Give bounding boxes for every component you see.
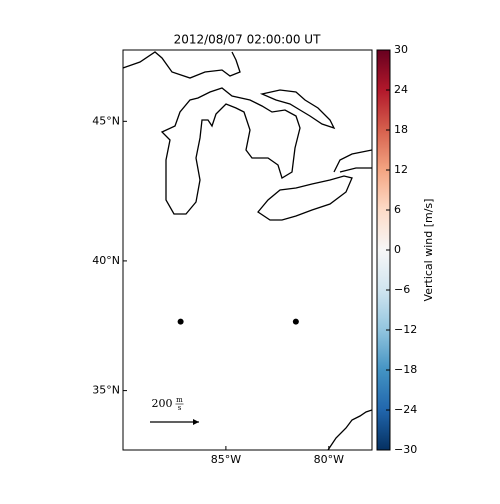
x-tick-label: 80°W xyxy=(314,453,344,466)
colorbar-tick-label: −30 xyxy=(394,443,417,456)
colorbar-tick-label: −6 xyxy=(394,283,410,296)
x-tick-label: 85°W xyxy=(211,453,241,466)
colorbar-tick-label: 12 xyxy=(394,163,408,176)
colorbar-tick-label: −18 xyxy=(394,363,417,376)
coastline xyxy=(123,51,241,79)
coastline xyxy=(333,149,372,173)
chart-title: 2012/08/07 02:00:00 UT xyxy=(174,33,321,47)
vector-key-value: 200 xyxy=(152,397,173,410)
coastline xyxy=(259,89,336,130)
coastline xyxy=(327,409,372,450)
colorbar-tick-label: −24 xyxy=(394,403,417,416)
colorbar-tick-label: −12 xyxy=(394,323,417,336)
vector-key-den: s xyxy=(178,404,182,412)
y-tick-label: 35°N xyxy=(92,384,120,397)
colorbar-label: Vertical wind [m/s] xyxy=(422,199,435,302)
colorbar-tick-label: 0 xyxy=(394,243,401,256)
colorbar-tick-label: 6 xyxy=(394,203,401,216)
colorbar-tick-label: 30 xyxy=(394,43,408,56)
colorbar-tick-label: 18 xyxy=(394,123,408,136)
coastline xyxy=(257,175,353,221)
coastlines xyxy=(123,51,372,450)
colorbar-tick-label: 24 xyxy=(394,83,408,96)
map-frame xyxy=(122,49,373,451)
station xyxy=(292,318,299,325)
vector-key-head xyxy=(193,419,199,425)
y-tick-label: 45°N xyxy=(92,114,120,127)
station xyxy=(177,318,184,325)
coastline xyxy=(160,87,301,215)
y-tick-label: 40°N xyxy=(92,254,120,267)
vector-key-num: m xyxy=(176,396,183,404)
